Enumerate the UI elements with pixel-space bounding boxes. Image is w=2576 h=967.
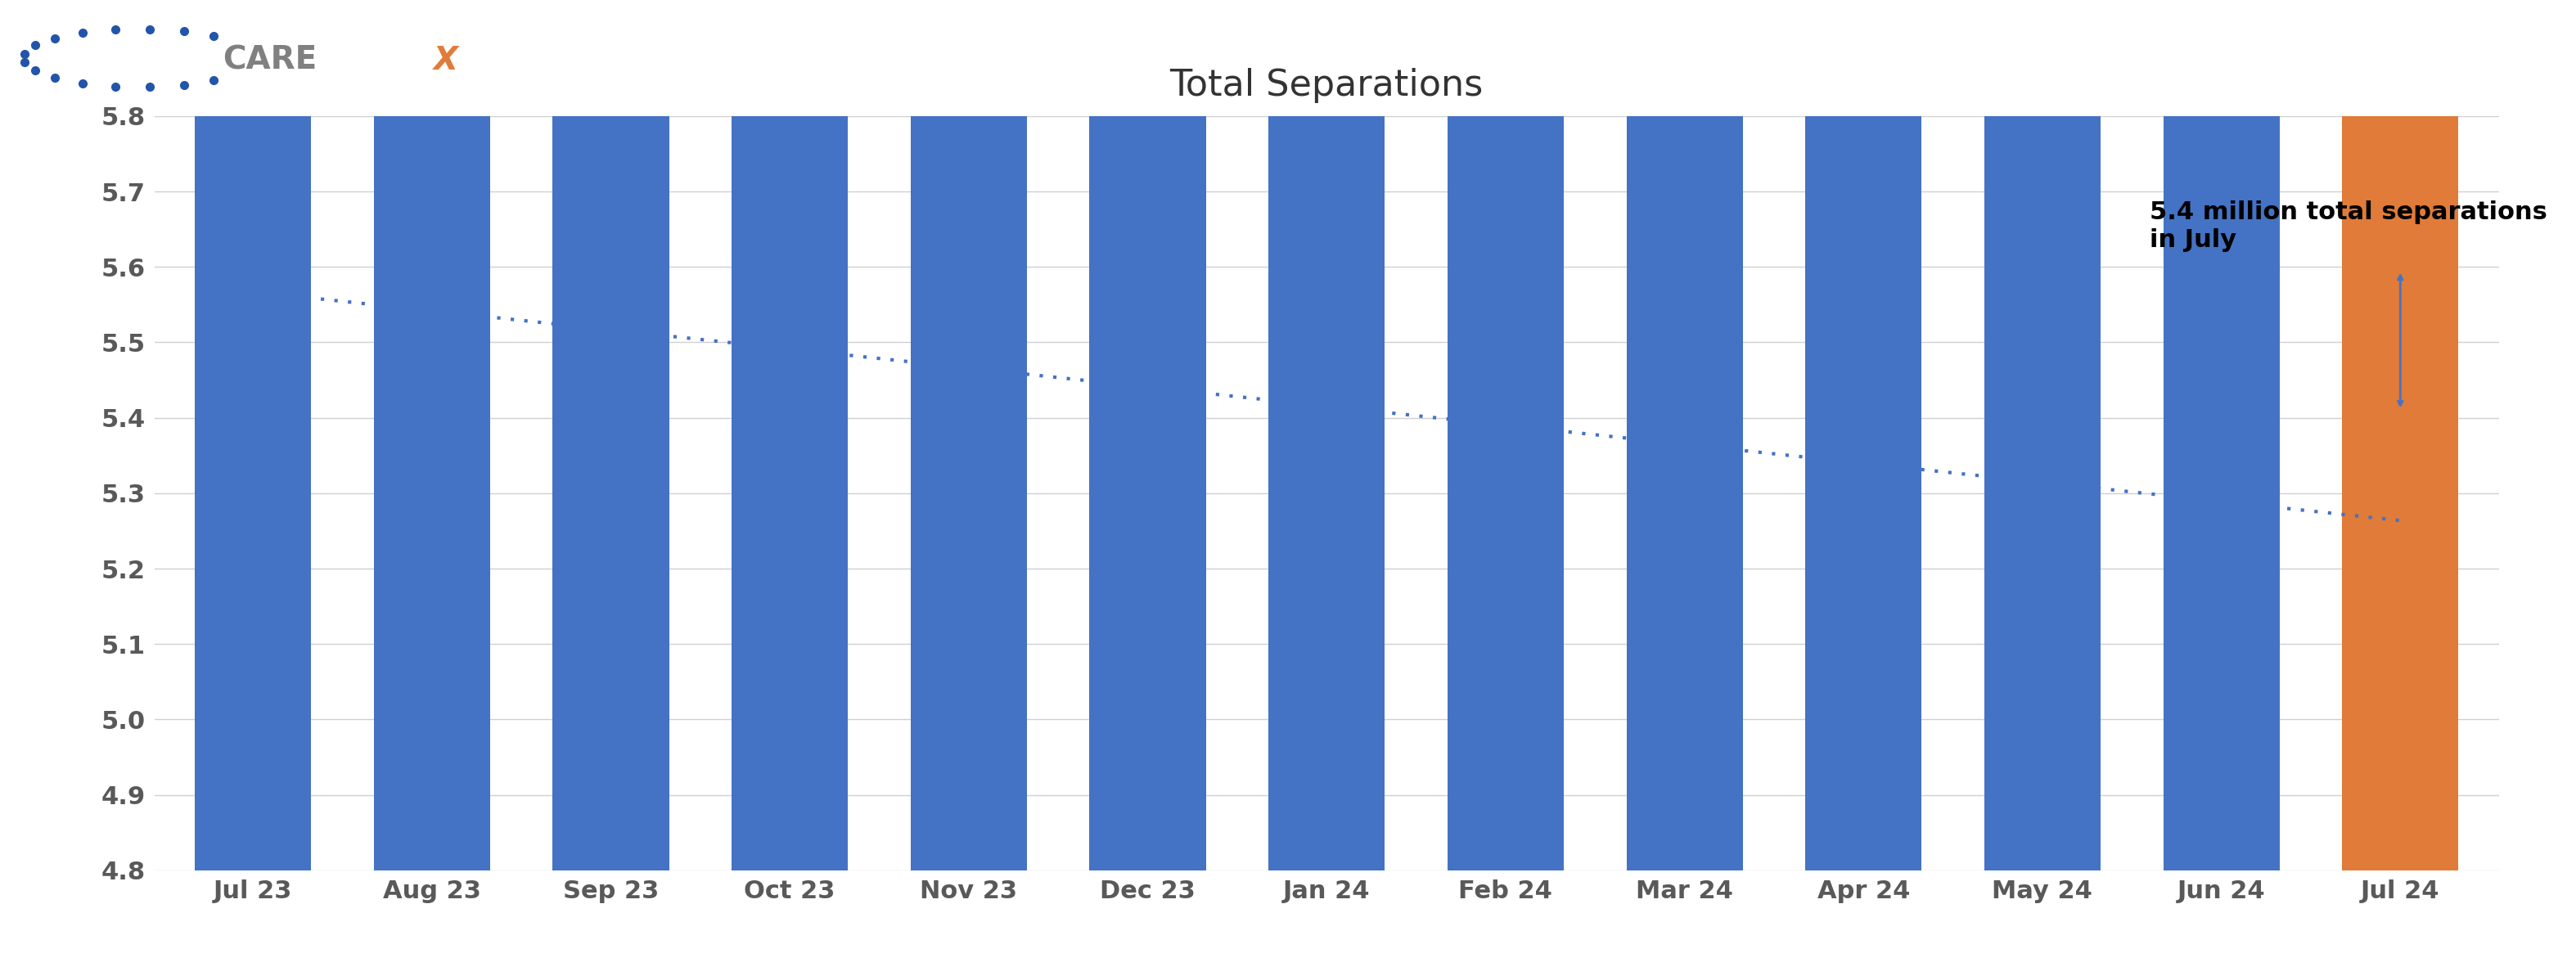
Bar xyxy=(2164,644,2280,967)
Bar xyxy=(2342,418,2458,967)
Bar xyxy=(1448,267,1564,967)
Text: X: X xyxy=(433,44,459,75)
Bar xyxy=(1806,0,1922,870)
Bar xyxy=(1806,418,1922,967)
Bar xyxy=(1267,0,1386,870)
Bar xyxy=(1984,418,2099,967)
Bar xyxy=(1090,0,1206,870)
Bar xyxy=(554,0,670,870)
Bar xyxy=(1625,0,1744,870)
Bar xyxy=(1625,569,1744,967)
Bar xyxy=(909,493,1028,967)
Bar xyxy=(554,342,670,967)
Bar xyxy=(732,0,848,870)
Bar xyxy=(1984,0,2099,870)
Bar xyxy=(196,0,312,870)
Text: CARE: CARE xyxy=(222,44,317,75)
Title: Total Separations: Total Separations xyxy=(1170,68,1484,103)
Bar xyxy=(374,191,489,967)
Bar xyxy=(2164,0,2280,870)
Bar xyxy=(374,0,489,870)
Bar xyxy=(909,0,1028,870)
Bar xyxy=(732,267,848,967)
Bar xyxy=(1448,0,1564,870)
Bar xyxy=(1090,418,1206,967)
Bar xyxy=(2342,0,2458,870)
Bar xyxy=(196,342,312,967)
Text: 5.4 million total separations
in July: 5.4 million total separations in July xyxy=(2151,200,2548,251)
Bar xyxy=(1267,493,1386,967)
